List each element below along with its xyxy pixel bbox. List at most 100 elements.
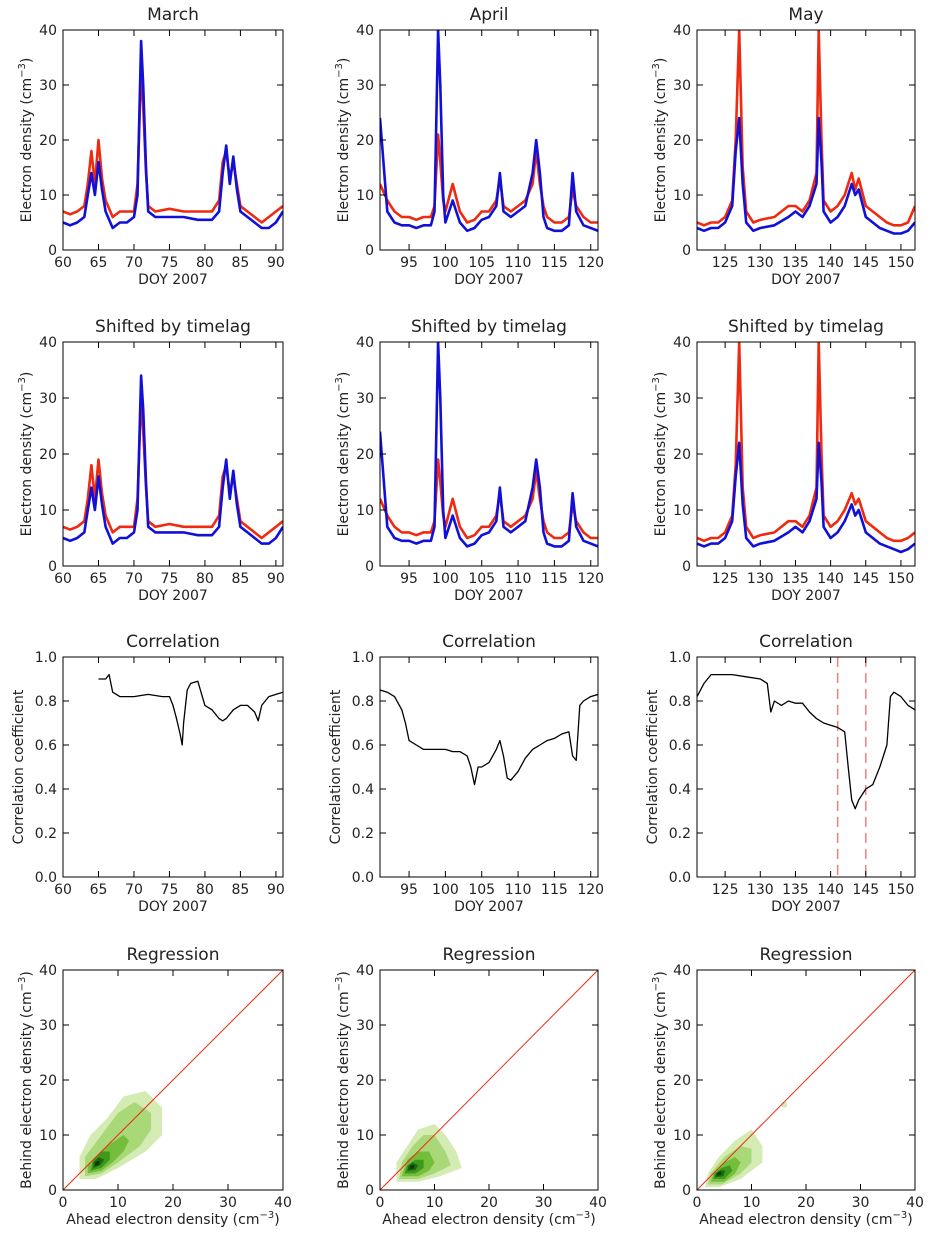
y-tick-label: 0 [365,243,374,259]
panel-title: Shifted by timelag [411,317,567,337]
x-tick-label: 95 [400,882,418,898]
x-tick-label: 100 [432,255,459,271]
panel-title: Shifted by timelag [95,317,251,337]
x-tick-label: 20 [164,1195,182,1211]
y-axis-label: Electron density (cm−3) [17,58,35,223]
x-tick-label: 95 [400,571,418,587]
superscript: −3 [17,977,28,992]
y-tick-label: 0.4 [669,782,691,798]
x-tick-label: 65 [90,255,108,271]
x-tick-label: 0 [693,1195,702,1211]
y-tick-label: 30 [673,391,691,407]
y-tick-label: 0.8 [669,694,691,710]
text-tail: ) [19,971,35,976]
superscript: −3 [334,977,345,992]
x-tick-label: 150 [888,255,915,271]
x-tick-label: 80 [196,571,214,587]
x-tick-label: 30 [219,1195,237,1211]
panel-density-may: 125 130 135 140 145 150 0 10 20 30 40 May DOY 2007 El… [651,5,916,288]
panel-regression-april: 0 10 20 30 40 0 10 20 30 40 Regression Ahead electr… [334,945,607,1228]
x-axis-label: Ahead electron density (cm−3) [66,1210,279,1228]
y-axis-label: Electron density (cm−3) [334,58,352,223]
x-tick-label: 30 [535,1195,553,1211]
series-line-behind [63,374,283,545]
series-line-ahead [380,458,598,540]
y-axis-label: Electron density (cm−3) [651,372,669,537]
x-tick-label: 150 [888,571,915,587]
y-tick-label: 20 [356,1073,374,1089]
text-tail: ) [653,372,669,377]
series-line-behind [697,116,915,235]
superscript: −3 [334,377,345,392]
series-line-ahead [380,133,598,224]
y-tick-label: 40 [39,23,57,39]
panel-title: Correlation [759,632,853,652]
y-axis-label: Correlation coefficient [11,689,27,844]
y-tick-label: 0.0 [35,870,57,886]
plot-area [380,689,598,786]
text-tail: ) [907,1212,912,1228]
panel-regression-march: 0 10 20 30 40 0 10 20 30 40 Regression Ahead electr… [17,945,292,1228]
y-tick-label: 0.2 [35,826,57,842]
y-axis-label: Correlation coefficient [328,689,344,844]
x-tick-label: 60 [54,255,72,271]
y-axis-label: Electron density (cm−3) [17,372,35,537]
y-tick-label: 30 [356,1018,374,1034]
panel-title: Regression [443,945,536,965]
plot-area [63,39,283,230]
panel-shifted-march: 60 65 70 75 80 85 90 0 10 20 30 40 Shifted by timela… [17,317,285,604]
y-tick-label: 20 [673,1073,691,1089]
x-tick-label: 40 [906,1195,924,1211]
y-tick-label: 0.6 [35,738,57,754]
y-tick-label: 0 [682,243,691,259]
x-axis-label: DOY 2007 [138,272,208,288]
y-tick-label: 0.2 [669,826,691,842]
y-tick-label: 1.0 [669,650,691,666]
identity-line [63,970,283,1190]
identity-line [380,970,598,1190]
y-tick-label: 40 [356,335,374,351]
y-tick-label: 20 [39,447,57,463]
y-tick-label: 0 [48,1183,57,1199]
y-tick-label: 30 [39,391,57,407]
density-contour-6 [716,1171,722,1176]
x-tick-label: 135 [782,255,809,271]
x-tick-label: 85 [232,882,250,898]
y-tick-label: 30 [39,78,57,94]
x-axis-label: DOY 2007 [138,899,208,915]
y-tick-label: 30 [673,1018,691,1034]
x-tick-label: 0 [59,1195,68,1211]
panel-title: May [788,5,823,25]
x-tick-label: 105 [468,571,495,587]
y-tick-label: 0.0 [669,870,691,886]
y-tick-label: 0 [48,243,57,259]
y-tick-label: 0 [682,1183,691,1199]
x-tick-label: 115 [541,255,568,271]
x-tick-label: 145 [852,571,879,587]
superscript: −3 [17,63,28,78]
superscript: −3 [575,1210,590,1221]
x-tick-label: 30 [852,1195,870,1211]
x-tick-label: 120 [577,571,604,587]
density-contour-6 [409,1164,415,1170]
y-tick-label: 10 [356,188,374,204]
x-tick-label: 10 [109,1195,127,1211]
y-tick-label: 0 [365,559,374,575]
panel-shifted-april: 95 100 105 110 115 120 0 10 20 30 40 Shifted by tim… [334,317,604,604]
series-line-ahead [697,30,915,227]
panel-title: Correlation [442,632,536,652]
superscript: −3 [17,377,28,392]
panel-correlation-march: 60 65 70 75 80 85 90 0.0 0.2 0.4 0.6 0.8 1.0 Correlat… [11,632,285,915]
y-tick-label: 30 [356,78,374,94]
x-tick-label: 125 [712,571,739,587]
y-tick-label: 0 [365,1183,374,1199]
x-tick-label: 70 [125,882,143,898]
x-tick-label: 85 [232,571,250,587]
text-tail: ) [336,372,352,377]
x-tick-label: 110 [505,571,532,587]
x-axis-label: DOY 2007 [454,272,524,288]
density-contour-6 [94,1160,100,1167]
x-tick-label: 130 [747,571,774,587]
text-tail: ) [336,58,352,63]
